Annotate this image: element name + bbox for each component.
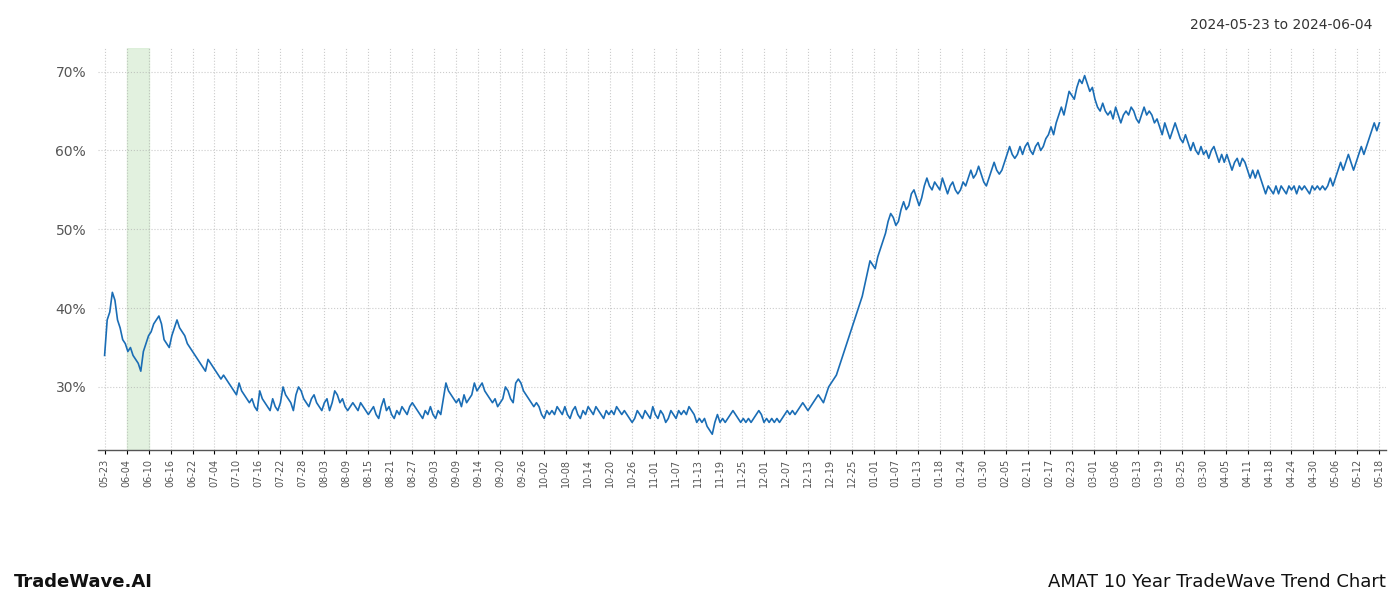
Bar [126,48,148,450]
Text: 2024-05-23 to 2024-06-04: 2024-05-23 to 2024-06-04 [1190,18,1372,32]
Text: TradeWave.AI: TradeWave.AI [14,573,153,591]
Text: AMAT 10 Year TradeWave Trend Chart: AMAT 10 Year TradeWave Trend Chart [1049,573,1386,591]
